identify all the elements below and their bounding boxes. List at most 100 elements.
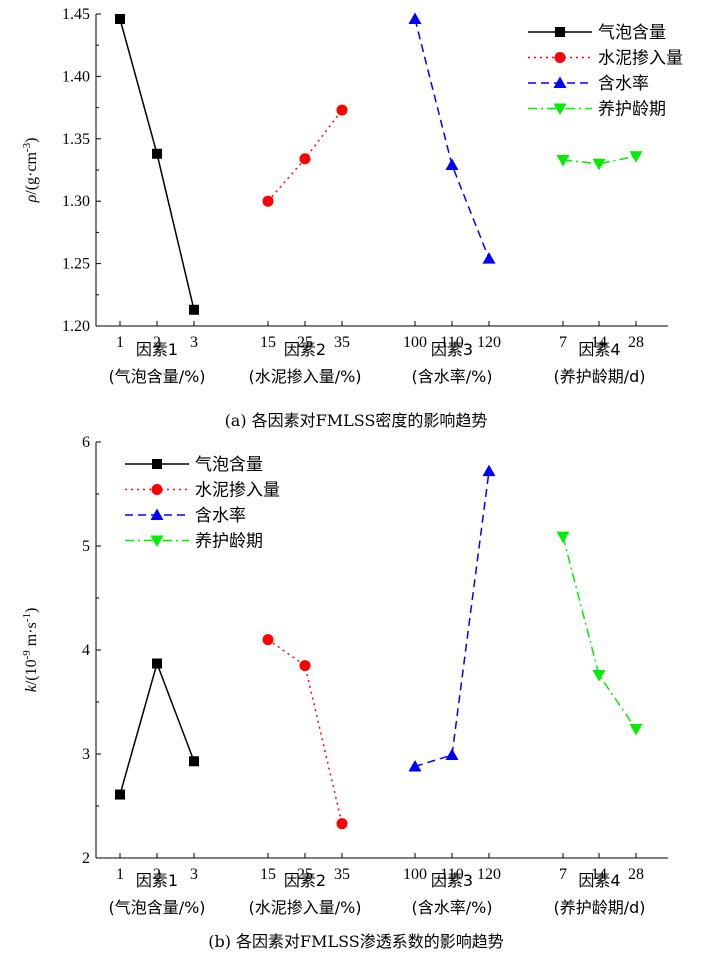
x-tick-label: 25: [297, 866, 313, 883]
y-tick-label: 1.35: [62, 131, 90, 148]
y-tick-label: 1.40: [62, 68, 90, 85]
x-tick-label: 28: [628, 866, 644, 883]
y-axis-label-unit: m·s: [23, 622, 40, 650]
y-tick-label: 1.25: [62, 256, 90, 273]
series-1: [115, 658, 199, 800]
marker-triangle-down: [150, 535, 164, 547]
x-tick-label: 1: [116, 334, 124, 351]
x-tick-label: 7: [559, 334, 567, 351]
y-axis-label-sup2: -1: [21, 613, 33, 622]
y-axis-label-text: /(g·cm: [23, 152, 40, 195]
legend-label: 水泥掺入量: [195, 481, 280, 501]
y-axis-label: ρ/(g·cm-3): [21, 138, 40, 204]
marker-triangle-down: [629, 724, 643, 736]
y-axis-label-close: ): [23, 138, 40, 143]
y-tick-label: 4: [82, 642, 90, 659]
factor-unit-label: (含水率/%): [411, 898, 492, 917]
marker-circle: [262, 195, 274, 207]
series-line: [119, 18, 195, 310]
factor-label: 因素2: [284, 871, 326, 890]
series-3: [408, 464, 496, 772]
marker-square: [152, 658, 162, 669]
y-axis-label-text: /(10: [23, 659, 40, 685]
marker-square: [555, 27, 565, 37]
y-axis-label-symbol: k: [23, 684, 40, 692]
y-tick-label: 1.45: [62, 6, 90, 23]
chart-caption: (b) 各因素对FMLSS渗透系数的影响趋势: [208, 932, 504, 951]
series-line: [562, 536, 637, 730]
series-2: [262, 634, 348, 830]
x-tick-label: 120: [477, 334, 501, 351]
marker-triangle-up: [150, 508, 164, 520]
x-tick-label: 35: [334, 334, 350, 351]
series-line: [119, 661, 195, 795]
marker-square: [152, 459, 162, 469]
marker-square: [152, 148, 162, 159]
marker-triangle-down: [556, 531, 570, 544]
legend-label: 气泡含量: [195, 455, 263, 475]
factor-label: 因素3: [431, 340, 473, 359]
x-tick-label: 35: [334, 866, 350, 883]
y-axis-label: k/(10-9 m·s-1): [21, 608, 40, 693]
factor-label: 因素3: [431, 871, 473, 890]
marker-triangle-down: [592, 158, 606, 171]
y-tick-label: 2: [82, 850, 90, 867]
x-tick-label: 7: [559, 866, 567, 883]
y-tick-label: 3: [82, 746, 90, 763]
x-tick-label: 2: [153, 866, 161, 883]
legend-label: 含水率: [598, 74, 649, 94]
marker-circle: [336, 104, 348, 116]
marker-triangle-down: [556, 155, 570, 167]
y-tick-label: 5: [82, 538, 90, 555]
x-tick-label: 100: [403, 866, 427, 883]
factor-label: 因素4: [578, 871, 620, 890]
marker-circle: [151, 484, 163, 495]
marker-triangle-down: [592, 669, 606, 682]
factor-unit-label: (气泡含量/%): [108, 898, 205, 917]
y-axis-label-sup: -3: [21, 142, 33, 152]
factor-unit-label: (气泡含量/%): [108, 367, 205, 386]
series-1: [115, 13, 199, 315]
y-axis-label-sup: -9: [21, 650, 33, 660]
x-tick-label: 120: [477, 866, 501, 883]
marker-triangle-up: [445, 158, 459, 171]
series-line: [562, 155, 637, 165]
factor-label: 因素2: [284, 340, 326, 359]
marker-circle: [262, 634, 274, 646]
marker-square: [189, 304, 199, 315]
x-tick-label: 1: [116, 866, 124, 883]
x-tick-label: 25: [297, 334, 313, 351]
marker-triangle-down: [629, 151, 643, 163]
x-tick-label: 3: [190, 866, 198, 883]
series-4: [556, 531, 643, 736]
factor-unit-label: (养护龄期/d): [553, 367, 645, 386]
factor-unit-label: (水泥掺入量/%): [248, 367, 361, 386]
y-tick-label: 1.20: [62, 318, 90, 335]
x-tick-label: 15: [260, 866, 276, 883]
y-axis-label-close: ): [23, 608, 40, 613]
legend-label: 养护龄期: [598, 100, 666, 120]
chart-caption: (a) 各因素对FMLSS密度的影响趋势: [225, 411, 488, 430]
factor-label: 因素1: [136, 871, 178, 890]
factor-label: 因素4: [578, 340, 620, 359]
legend-label: 含水率: [195, 506, 246, 526]
marker-square: [115, 13, 125, 24]
x-tick-label: 2: [153, 334, 161, 351]
factor-unit-label: (养护龄期/d): [553, 898, 645, 917]
y-axis-label-symbol: ρ: [23, 194, 40, 203]
marker-circle: [299, 153, 311, 165]
series-line: [414, 471, 490, 768]
marker-circle: [554, 52, 566, 63]
series-line: [267, 109, 343, 202]
x-tick-label: 3: [190, 334, 198, 351]
marker-triangle-up: [553, 76, 567, 88]
marker-circle: [336, 818, 348, 830]
chart-b: 2 3 4 5 6 k/(10-9 m·s-1) 1 2 3 因素1 (气泡含量/%) 15 25 35 因…: [21, 434, 668, 951]
x-tick-label: 110: [440, 334, 463, 351]
x-tick-label: 14: [591, 866, 607, 883]
marker-triangle-up: [482, 464, 496, 477]
x-tick-label: 15: [260, 334, 276, 351]
